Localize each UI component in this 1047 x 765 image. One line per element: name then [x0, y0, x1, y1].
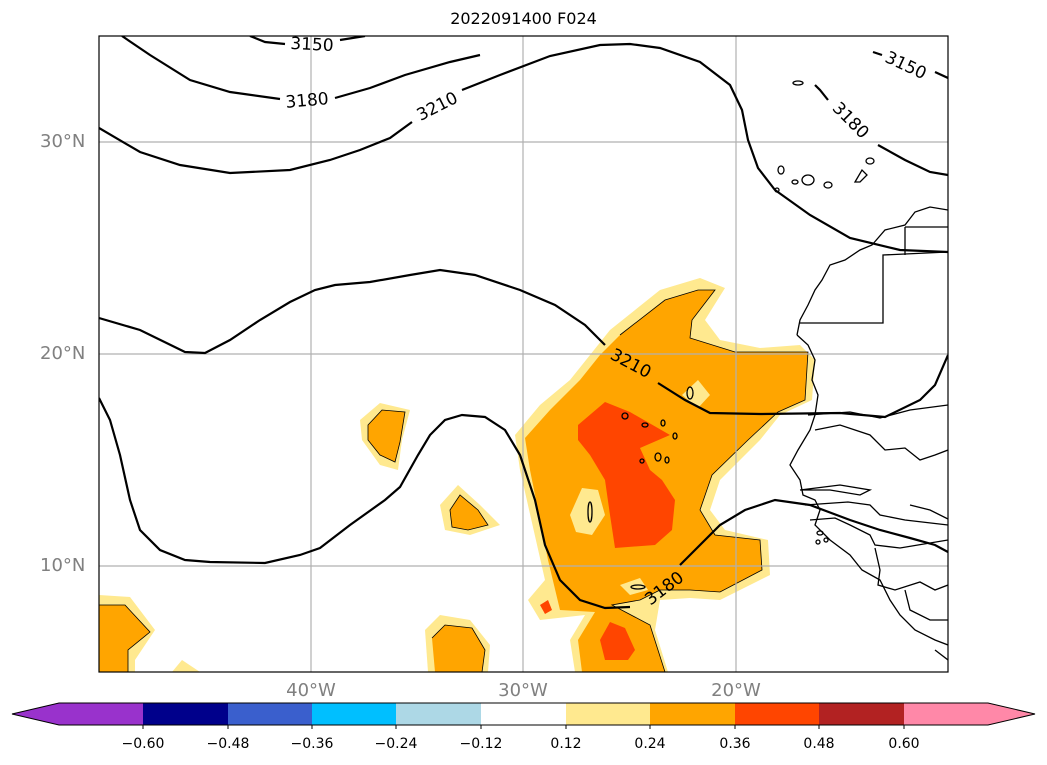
colorbar-tick-label: 0.12	[550, 736, 582, 752]
lat-label-10n: 10°N	[40, 555, 86, 576]
colorbar-segment	[566, 703, 650, 725]
colorbar-tick-label: 0.60	[888, 736, 920, 752]
field-region-high	[578, 402, 675, 548]
field-region-mid	[450, 495, 488, 530]
lon-label-20w: 20°W	[711, 680, 761, 701]
colorbar-extend-left	[12, 703, 59, 725]
contour-label: 3210	[414, 88, 462, 125]
colorbar-tick-label: −0.60	[121, 736, 165, 752]
field-region-high	[600, 622, 635, 660]
contour-label: 3180	[285, 89, 330, 113]
coastlines	[789, 206, 948, 661]
lat-label-20n: 20°N	[40, 343, 86, 364]
colorbar-tick-label: 0.48	[803, 736, 835, 752]
colorbar-segment	[312, 703, 396, 725]
colorbar-segment	[396, 703, 481, 725]
gridlines	[99, 36, 948, 672]
colorbar-segment	[904, 703, 988, 725]
field-region-high	[540, 600, 552, 614]
shaded-field	[99, 278, 815, 672]
field-region-light-hole	[682, 380, 710, 408]
field-region-light-hole	[620, 578, 648, 595]
colorbar-tick-label: 0.24	[634, 736, 666, 752]
colorbar-tick-label: 0.36	[719, 736, 751, 752]
lon-label-30w: 30°W	[498, 680, 548, 701]
field-outlines	[99, 289, 809, 672]
colorbar-tick-label: −0.48	[206, 736, 250, 752]
colorbar-tick-label: −0.24	[374, 736, 418, 752]
colorbar-extend-right	[988, 703, 1035, 725]
colorbar-tick-label: −0.36	[290, 736, 334, 752]
contour-label: 3150	[290, 34, 334, 56]
contour-label: 3180	[828, 98, 873, 143]
colorbar-segment	[59, 703, 143, 725]
colorbar	[12, 703, 1035, 729]
contour-label: 3150	[882, 48, 930, 84]
colorbar-tick-label: −0.12	[459, 736, 503, 752]
lon-label-40w: 40°W	[286, 680, 336, 701]
lat-label-30n: 30°N	[40, 131, 86, 152]
colorbar-outline	[11, 702, 1036, 726]
colorbar-segment	[143, 703, 228, 725]
chart-title: 2022091400 F024	[450, 9, 597, 28]
contour-lines	[99, 36, 948, 610]
field-region-mid	[368, 410, 405, 462]
field-region-mid	[432, 625, 485, 672]
field-region-light	[172, 660, 200, 672]
colorbar-segment	[228, 703, 312, 725]
colorbar-segment	[819, 703, 904, 725]
field-region-mid	[525, 290, 808, 672]
plot-frame	[98, 35, 949, 673]
field-region-mid	[99, 605, 150, 672]
colorbar-segment	[481, 703, 566, 725]
colorbar-segment	[650, 703, 735, 725]
colorbar-segment	[735, 703, 819, 725]
